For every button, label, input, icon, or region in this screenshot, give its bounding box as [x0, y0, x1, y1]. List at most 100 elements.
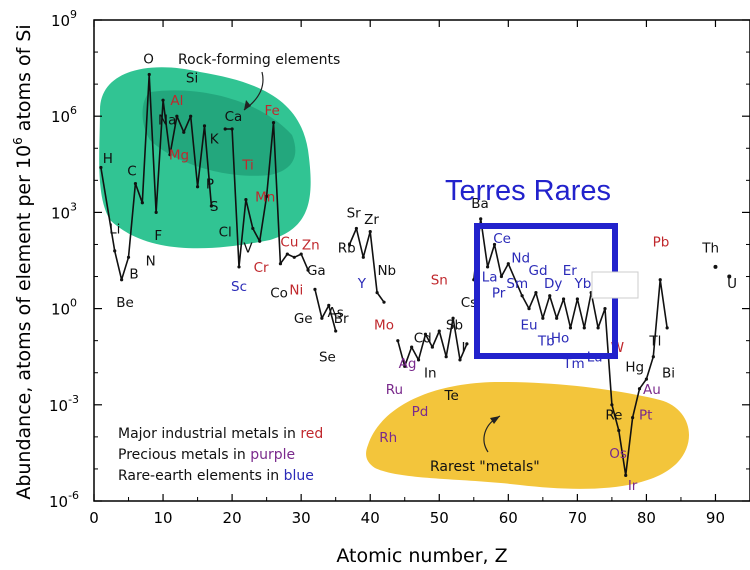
data-point — [534, 290, 538, 295]
x-tick-label: 90 — [706, 509, 725, 527]
element-label-ru: Ru — [386, 382, 403, 398]
y-tick-label: 109 — [51, 8, 77, 30]
data-point — [603, 307, 607, 311]
data-point — [555, 316, 559, 320]
rock-forming-region-core — [142, 90, 296, 176]
x-tick-label: 70 — [568, 509, 587, 527]
data-point — [423, 332, 428, 336]
element-label-ba: Ba — [471, 196, 489, 212]
element-label-mn: Mn — [255, 189, 275, 205]
abundance-line — [348, 227, 385, 303]
data-point — [161, 98, 165, 102]
element-label-te: Te — [444, 388, 459, 404]
abundance-line — [314, 289, 337, 332]
color-legend: Major industrial metals in red Precious … — [118, 426, 323, 484]
white-patch — [591, 271, 639, 299]
x-tick-label: 20 — [223, 509, 242, 527]
element-label-hg: Hg — [625, 359, 644, 375]
data-point — [244, 197, 248, 202]
x-axis: 0 10 20 30 40 50 60 70 80 90 — [89, 20, 725, 527]
data-point — [575, 297, 579, 301]
element-label-cr: Cr — [254, 260, 269, 276]
data-point — [99, 165, 103, 170]
x-tick-label: 30 — [292, 509, 311, 527]
data-point — [506, 262, 510, 266]
element-label-ge: Ge — [294, 311, 313, 327]
element-label-o: O — [143, 51, 154, 67]
element-label-cu: Cu — [280, 234, 298, 250]
data-point — [182, 130, 186, 134]
data-point — [202, 124, 207, 128]
data-point — [354, 226, 358, 231]
element-label-cs: Cs — [461, 295, 477, 311]
data-point — [126, 255, 131, 259]
data-point — [403, 364, 407, 368]
y-tick-label: 10-3 — [49, 393, 79, 415]
rock-forming-label: Rock-forming elements — [178, 52, 340, 68]
data-point — [437, 329, 441, 333]
rarest-metals-label: Rarest "metals" — [430, 459, 540, 475]
element-label-la: La — [482, 270, 498, 286]
data-point — [237, 265, 241, 269]
element-label-si: Si — [186, 71, 198, 87]
element-label-br: Br — [334, 311, 349, 327]
element-label-sc: Sc — [231, 279, 247, 295]
data-point — [258, 239, 262, 243]
data-point — [285, 252, 289, 256]
element-label-zn: Zn — [302, 237, 320, 253]
data-point — [458, 358, 462, 362]
plot-frame — [93, 19, 750, 502]
element-label-co: Co — [270, 286, 288, 302]
element-label-p: P — [206, 177, 214, 193]
data-point — [520, 294, 524, 298]
element-label-eu: Eu — [520, 318, 537, 334]
abundance-line — [100, 73, 213, 281]
element-label-rh: Rh — [379, 430, 397, 446]
y-axis-title: Abundance, atoms of element per 106 atom… — [11, 24, 35, 499]
data-point — [617, 428, 621, 433]
data-point — [727, 274, 732, 279]
x-tick-label: 60 — [499, 509, 518, 527]
x-tick-label: 50 — [430, 509, 449, 527]
data-point — [327, 303, 331, 307]
data-point — [147, 72, 151, 77]
element-label-ce: Ce — [493, 231, 511, 247]
data-point — [610, 403, 614, 407]
element-label-v: V — [243, 241, 253, 257]
data-point — [361, 255, 365, 259]
element-label-gd: Gd — [528, 263, 547, 279]
element-label-sb: Sb — [446, 318, 463, 334]
element-label-u: U — [727, 276, 737, 292]
data-point — [444, 355, 448, 359]
data-point — [168, 153, 172, 157]
legend-precious: Precious metals in purple — [118, 447, 295, 463]
series-lines — [99, 72, 732, 477]
data-point — [499, 274, 504, 279]
element-label-pr: Pr — [492, 286, 506, 302]
element-label-ho: Ho — [551, 330, 569, 346]
legend-industrial: Major industrial metals in red — [118, 426, 323, 442]
data-point — [306, 268, 310, 272]
data-point — [334, 329, 338, 333]
data-point — [410, 345, 414, 349]
y-tick-label: 106 — [51, 104, 77, 126]
data-point — [396, 339, 400, 343]
data-point — [368, 230, 372, 234]
data-point — [665, 326, 669, 330]
element-label-fe: Fe — [264, 103, 279, 119]
rare-earth-title: Terres Rares — [445, 175, 611, 207]
data-point — [637, 387, 642, 391]
data-point — [492, 242, 497, 247]
data-point — [548, 294, 552, 298]
element-label-as: As — [328, 305, 344, 321]
element-label-ir: Ir — [628, 478, 638, 494]
x-tick-label: 10 — [154, 509, 173, 527]
element-label-th: Th — [701, 241, 719, 257]
element-label-b: B — [129, 266, 138, 282]
element-label-pd: Pd — [412, 404, 429, 420]
y-tick-label: 103 — [51, 200, 77, 222]
element-label-mg: Mg — [169, 148, 189, 164]
element-label-os: Os — [609, 446, 627, 462]
element-label-ti: Ti — [241, 157, 254, 173]
